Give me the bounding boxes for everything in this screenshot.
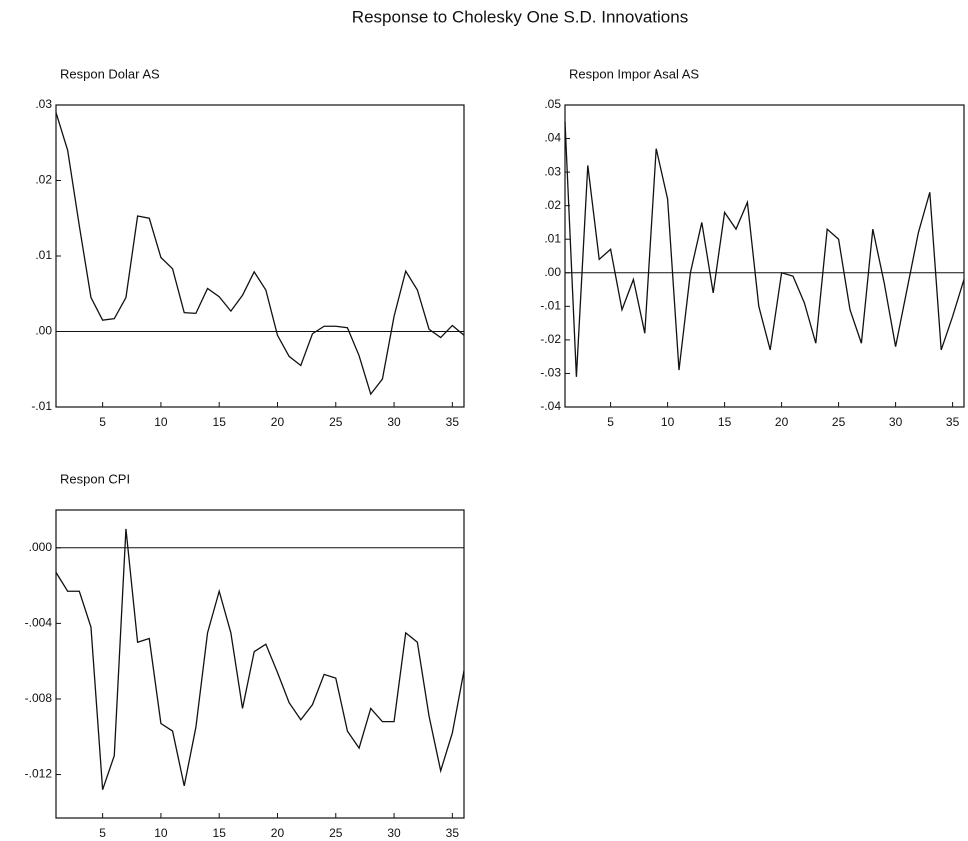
- y-tick-label: -.02: [540, 332, 561, 346]
- x-tick-label: 15: [213, 415, 227, 429]
- panel-title: Respon Dolar AS: [60, 66, 160, 81]
- y-tick-label: -.008: [25, 691, 53, 705]
- y-tick-label: .03: [35, 97, 52, 111]
- series-line: [565, 122, 964, 377]
- x-tick-label: 35: [446, 826, 460, 840]
- x-tick-label: 10: [661, 415, 675, 429]
- y-tick-label: .05: [544, 97, 561, 111]
- y-tick-label: -.01: [540, 299, 561, 313]
- y-tick-label: .01: [35, 248, 52, 262]
- page: Response to Cholesky One S.D. Innovation…: [0, 0, 968, 841]
- panel-title: Respon CPI: [60, 471, 130, 486]
- plot-frame: [56, 510, 464, 818]
- y-tick-label: .04: [544, 131, 561, 145]
- x-tick-label: 15: [718, 415, 732, 429]
- y-tick-label: -.03: [540, 366, 561, 380]
- series-line: [56, 113, 464, 395]
- x-tick-label: 15: [213, 826, 227, 840]
- series-line: [56, 529, 464, 790]
- x-tick-label: 35: [446, 415, 460, 429]
- y-tick-label: .03: [544, 164, 561, 178]
- y-tick-label: .01: [544, 231, 561, 245]
- y-tick-label: -.012: [25, 767, 53, 781]
- y-tick-label: .02: [544, 198, 561, 212]
- x-tick-label: 5: [99, 826, 106, 840]
- x-tick-label: 25: [329, 826, 343, 840]
- y-tick-label: -.04: [540, 399, 561, 413]
- page-title: Response to Cholesky One S.D. Innovation…: [352, 7, 688, 26]
- x-tick-label: 10: [154, 826, 168, 840]
- x-tick-label: 35: [946, 415, 960, 429]
- plot-frame: [565, 105, 964, 407]
- x-tick-label: 30: [387, 415, 401, 429]
- y-tick-label: .00: [35, 324, 52, 338]
- x-tick-label: 10: [154, 415, 168, 429]
- x-tick-label: 20: [775, 415, 789, 429]
- x-tick-label: 20: [271, 826, 285, 840]
- x-tick-label: 25: [329, 415, 343, 429]
- y-tick-label: -.01: [31, 399, 52, 413]
- x-tick-label: 25: [832, 415, 846, 429]
- x-tick-label: 30: [889, 415, 903, 429]
- y-tick-label: .00: [544, 265, 561, 279]
- x-tick-label: 5: [607, 415, 614, 429]
- plot-frame: [56, 105, 464, 407]
- y-tick-label: .02: [35, 173, 52, 187]
- panel-title: Respon Impor Asal AS: [569, 66, 699, 81]
- x-tick-label: 5: [99, 415, 106, 429]
- x-tick-label: 20: [271, 415, 285, 429]
- x-tick-label: 30: [387, 826, 401, 840]
- y-tick-label: .000: [29, 540, 53, 554]
- y-tick-label: -.004: [25, 616, 53, 630]
